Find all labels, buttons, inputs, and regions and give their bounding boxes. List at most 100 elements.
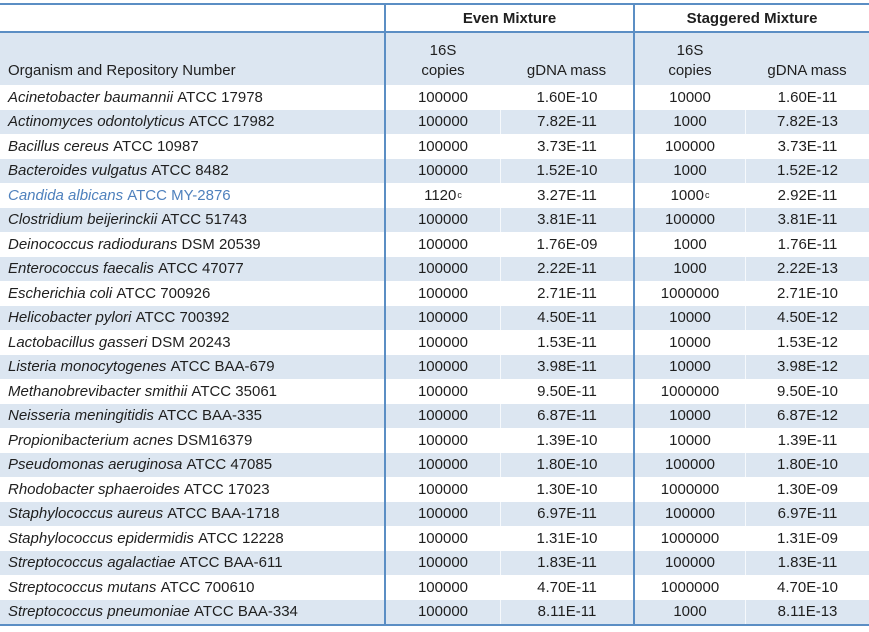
staggered-16s-label: 16S (676, 41, 704, 59)
strain-id: ATCC 17982 (188, 113, 275, 131)
species-name: Streptococcus pneumoniae (8, 603, 190, 621)
table-row: Clostridium beijerinckii ATCC 51743 1000… (0, 207, 869, 233)
even-gdna-mass-value: 4.50E-11 (500, 305, 633, 330)
even-16s-copies-value: 100000 (384, 281, 500, 306)
species-name: Clostridium beijerinckii (8, 211, 158, 229)
species-name: Streptococcus agalactiae (8, 554, 176, 572)
even-gdna-mass-value: 6.87E-11 (500, 403, 633, 428)
staggered-gdna-mass-value: 1.39E-11 (745, 428, 869, 453)
even-gdna-mass-value: 1.80E-10 (500, 452, 633, 477)
staggered-gdna-mass-value: 6.97E-11 (745, 501, 869, 526)
strain-id: DSM 20243 (151, 333, 231, 351)
staggered-gdna-mass-value: 8.11E-13 (745, 599, 869, 624)
staggered-gdna-mass-value: 2.22E-13 (745, 256, 869, 281)
strain-id: ATCC BAA-611 (179, 554, 283, 572)
even-16s-copies-value: 100000 (384, 134, 500, 159)
staggered-gdna-mass-value: 1.52E-12 (745, 158, 869, 183)
strain-id: ATCC BAA-334 (193, 603, 298, 621)
strain-id: ATCC BAA-335 (158, 407, 263, 425)
column-header-even-16s-copies: 16S copies (384, 33, 500, 85)
organism-cell: Enterococcus faecalis ATCC 47077 (0, 257, 384, 282)
species-name: Candida albicans (8, 186, 124, 204)
organism-cell: Acinetobacter baumannii ATCC 17978 (0, 85, 384, 110)
staggered-gdna-mass-value: 1.31E-09 (745, 526, 869, 551)
strain-id: DSM 20539 (181, 235, 261, 253)
staggered-gdna-mass-value: 1.76E-11 (745, 232, 869, 257)
even-16s-copies-value: 100000 (384, 379, 500, 404)
strain-id: ATCC 17978 (177, 88, 263, 106)
even-gdna-mass-value: 2.71E-11 (500, 281, 633, 306)
table-row: Rhodobacter sphaeroides ATCC 17023 10000… (0, 477, 869, 502)
even-16s-copies-value: 100000 (384, 330, 500, 355)
even-16s-copies-value: 1120 c (384, 183, 500, 208)
staggered-gdna-mass-value: 2.92E-11 (745, 183, 869, 208)
column-header-organism: Organism and Repository Number (0, 33, 384, 85)
organism-header-label: Organism and Repository Number (8, 61, 236, 79)
strain-id: DSM16379 (177, 431, 253, 449)
staggered-16s-copies-value: 10000 (633, 403, 745, 428)
table-body: Acinetobacter baumannii ATCC 17978 10000… (0, 85, 869, 624)
even-16s-copies-value: 100000 (384, 85, 500, 110)
table-row: Deinococcus radiodurans DSM 20539 100000… (0, 232, 869, 257)
even-16s-copies-value: 100000 (384, 526, 500, 551)
staggered-gdna-mass-value: 1.83E-11 (745, 550, 869, 575)
table-row: Escherichia coli ATCC 700926 100000 2.71… (0, 281, 869, 306)
strain-id: ATCC BAA-1718 (167, 505, 280, 523)
species-name: Listeria monocytogenes (8, 358, 167, 376)
organism-cell: Clostridium beijerinckii ATCC 51743 (0, 208, 384, 233)
species-name: Streptococcus mutans (8, 578, 157, 596)
species-name: Lactobacillus gasseri (8, 333, 148, 351)
staggered-gdna-mass-value: 1.80E-10 (745, 452, 869, 477)
table-row: Actinomyces odontolyticus ATCC 17982 100… (0, 109, 869, 134)
organism-cell: Rhodobacter sphaeroides ATCC 17023 (0, 477, 384, 502)
staggered-16s-copies-value: 1000 (633, 256, 745, 281)
species-name: Actinomyces odontolyticus (8, 113, 185, 131)
staggered-copies-label: copies (668, 61, 712, 79)
strain-id: ATCC 17023 (183, 480, 270, 498)
group-header-even-mixture: Even Mixture (384, 5, 633, 31)
staggered-16s-copies-value: 1000 (633, 109, 745, 134)
table-row: Neisseria meningitidis ATCC BAA-335 1000… (0, 403, 869, 428)
species-name: Bacteroides vulgatus (8, 162, 148, 180)
even-16s-copies-value: 100000 (384, 501, 500, 526)
staggered-16s-copies-value: 1000 (633, 232, 745, 257)
staggered-gdna-mass-value: 1.30E-09 (745, 477, 869, 502)
staggered-16s-copies-value: 100000 (633, 207, 745, 232)
table-bottom-border (0, 624, 869, 626)
table-row: Methanobrevibacter smithii ATCC 35061 10… (0, 379, 869, 404)
organism-cell: Streptococcus pneumoniae ATCC BAA-334 (0, 600, 384, 625)
staggered-16s-copies-value: 100000 (633, 134, 745, 159)
even-gdna-mass-value: 4.70E-11 (500, 575, 633, 600)
staggered-16s-copies-value: 100000 (633, 452, 745, 477)
even-16s-copies-value: 100000 (384, 109, 500, 134)
organism-cell: Helicobacter pylori ATCC 700392 (0, 306, 384, 331)
column-header-staggered-gdna-mass: gDNA mass (745, 33, 869, 85)
organism-cell: Methanobrevibacter smithii ATCC 35061 (0, 379, 384, 404)
table-row: Staphylococcus aureus ATCC BAA-1718 1000… (0, 501, 869, 527)
table-row: Streptococcus pneumoniae ATCC BAA-334 10… (0, 599, 869, 625)
staggered-gdna-mass-value: 3.73E-11 (745, 134, 869, 159)
table: Even Mixture Staggered Mixture Organism … (0, 3, 869, 626)
organism-cell: Staphylococcus aureus ATCC BAA-1718 (0, 502, 384, 527)
strain-id: ATCC MY-2876 (127, 186, 231, 204)
table-row: Bacteroides vulgatus ATCC 8482 100000 1.… (0, 158, 869, 183)
even-16s-copies-value: 100000 (384, 599, 500, 624)
species-name: Deinococcus radiodurans (8, 235, 178, 253)
staggered-16s-copies-value: 1000 (633, 599, 745, 624)
staggered-16s-copies-value: 1000000 (633, 281, 745, 306)
strain-id: ATCC 12228 (198, 529, 284, 547)
even-gdna-mass-value: 1.31E-10 (500, 526, 633, 551)
table-row: Bacillus cereus ATCC 10987 100000 3.73E-… (0, 134, 869, 159)
column-header-row: Organism and Repository Number 16S copie… (0, 33, 869, 85)
species-name: Propionibacterium acnes (8, 431, 174, 449)
strain-id: ATCC 8482 (151, 162, 229, 180)
column-header-even-gdna-mass: gDNA mass (500, 33, 633, 85)
organism-cell: Propionibacterium acnes DSM16379 (0, 428, 384, 453)
even-16s-copies-value: 100000 (384, 207, 500, 232)
group-header-staggered-mixture: Staggered Mixture (633, 5, 869, 31)
staggered-16s-copies-value: 1000000 (633, 575, 745, 600)
species-name: Acinetobacter baumannii (8, 88, 174, 106)
even-gdna-mass-value: 3.98E-11 (500, 354, 633, 379)
table-row: Propionibacterium acnes DSM16379 100000 … (0, 428, 869, 453)
staggered-gdna-mass-value: 1.53E-12 (745, 330, 869, 355)
